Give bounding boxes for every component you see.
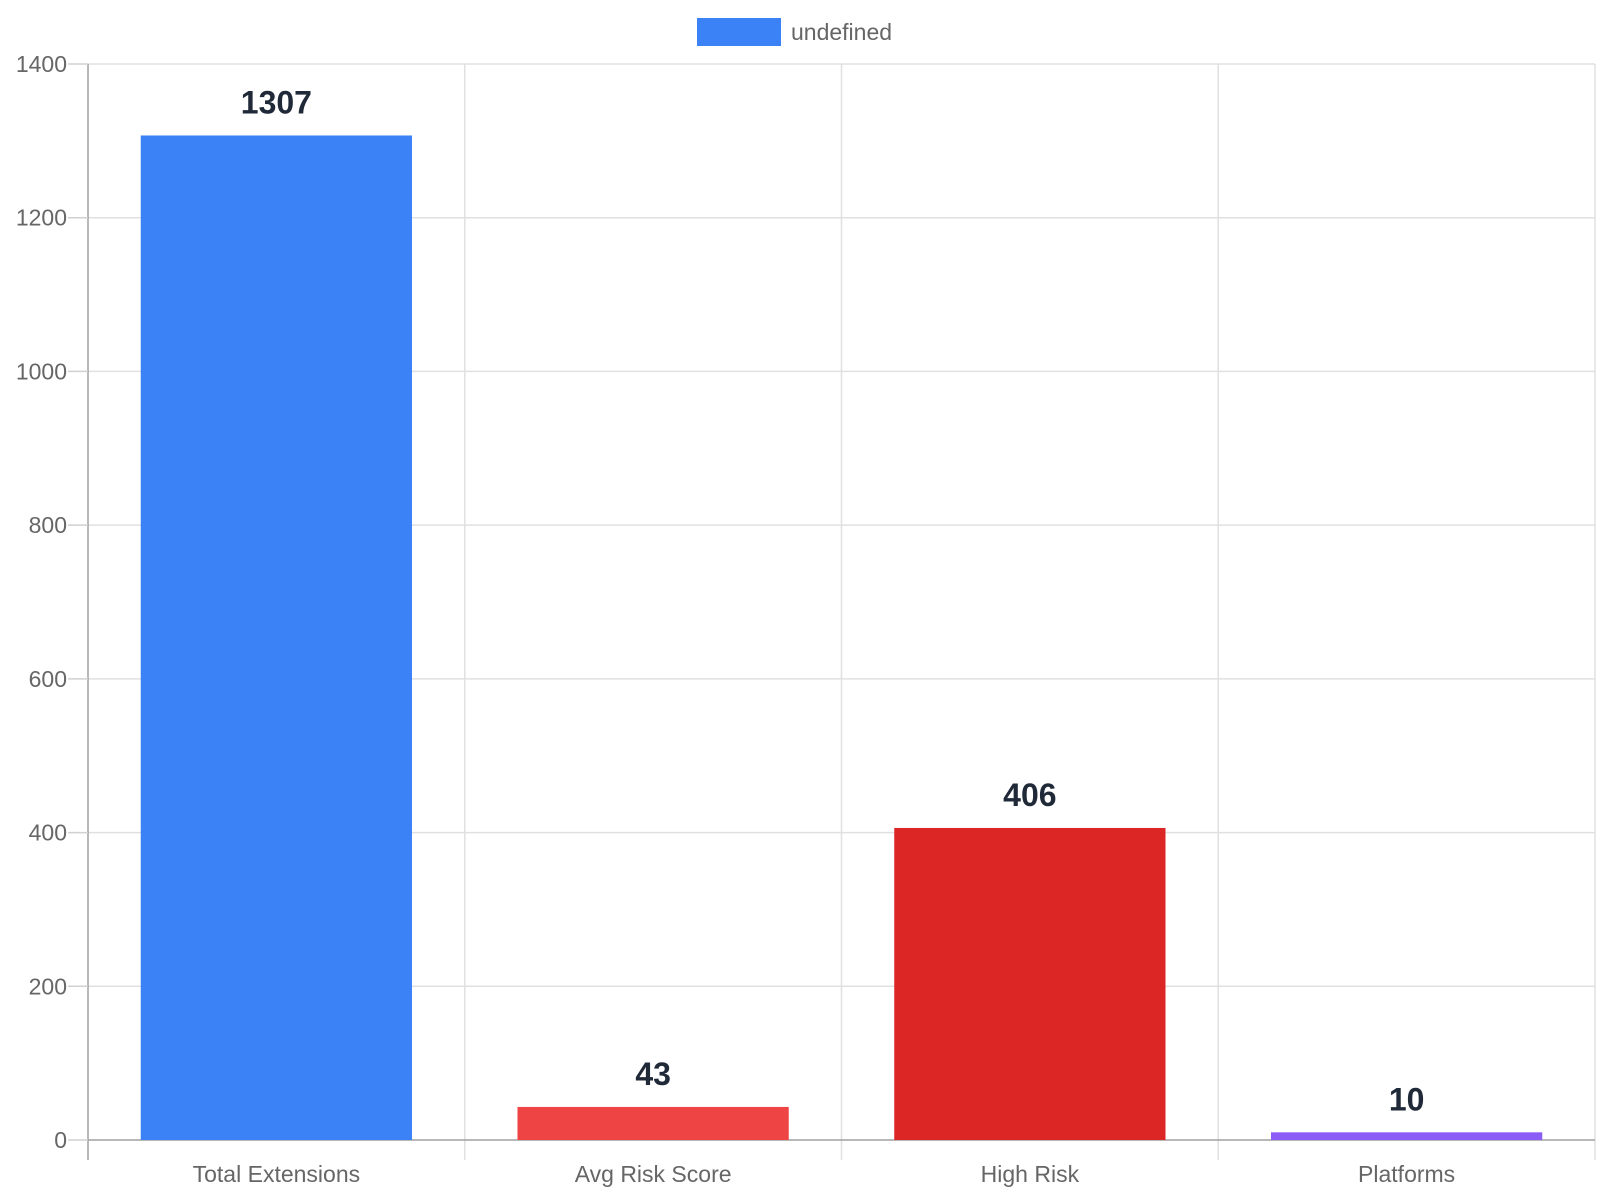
data-label: 10 — [1389, 1081, 1425, 1117]
y-axis-ticks: 0 200 400 600 800 1000 1200 1400 — [16, 51, 88, 1153]
y-tick-label: 1200 — [16, 205, 67, 231]
legend-label: undefined — [791, 19, 892, 45]
data-label: 1307 — [241, 84, 312, 120]
y-tick-label: 1400 — [16, 51, 67, 77]
y-tick-label: 200 — [29, 973, 67, 999]
bars — [140, 135, 1543, 1140]
x-axis-ticks: Total Extensions Avg Risk Score High Risk P… — [193, 1161, 1456, 1187]
x-tick-label: Platforms — [1358, 1161, 1455, 1187]
bar[interactable] — [1270, 1132, 1543, 1140]
x-tick-label: High Risk — [981, 1161, 1080, 1187]
data-label: 406 — [1003, 777, 1056, 813]
bar[interactable] — [517, 1106, 789, 1140]
data-labels: 1307 43 406 10 — [241, 84, 1425, 1117]
bar[interactable] — [140, 135, 413, 1140]
legend-swatch — [697, 18, 781, 46]
x-tick-label: Total Extensions — [193, 1161, 360, 1187]
y-tick-label: 800 — [29, 512, 67, 538]
y-tick-label: 0 — [54, 1127, 67, 1153]
data-label: 43 — [635, 1056, 671, 1092]
y-tick-label: 400 — [29, 820, 67, 846]
x-tick-label: Avg Risk Score — [575, 1161, 732, 1187]
bar[interactable] — [894, 827, 1166, 1140]
y-tick-label: 1000 — [16, 358, 67, 384]
y-tick-label: 600 — [29, 666, 67, 692]
legend[interactable]: undefined — [697, 18, 892, 46]
